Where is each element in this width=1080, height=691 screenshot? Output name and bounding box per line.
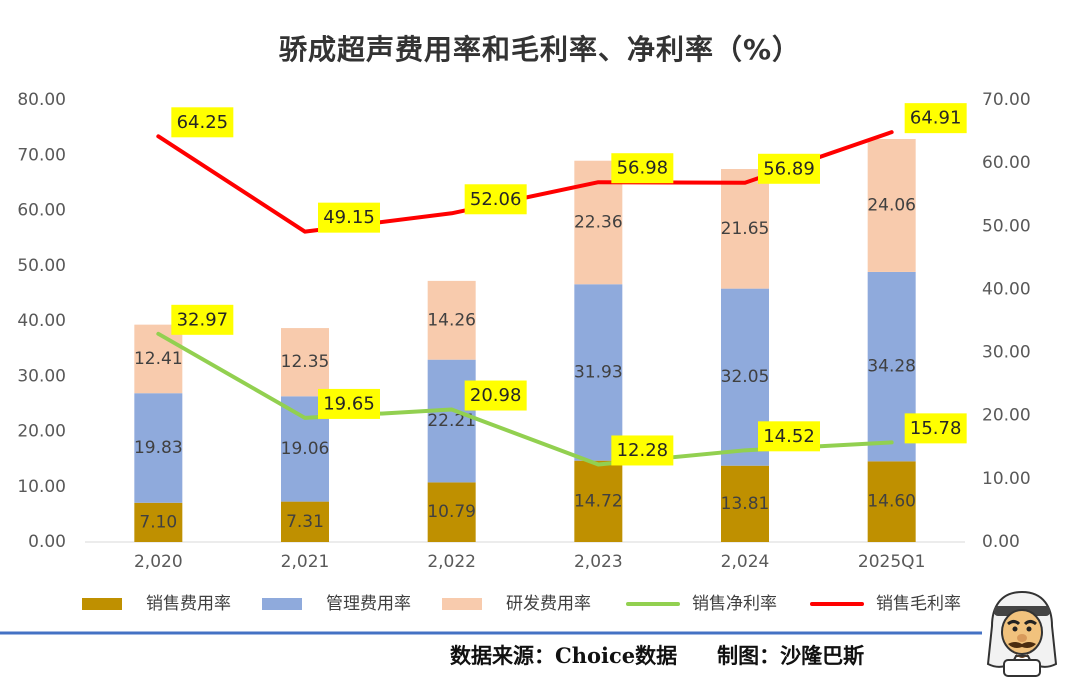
bar-data-label: 32.05	[721, 367, 770, 387]
legend-label: 销售净利率	[692, 594, 777, 614]
line-data-label-box	[904, 103, 967, 134]
bar-data-label: 21.65	[721, 219, 770, 239]
legend-label: 研发费用率	[506, 594, 591, 614]
cartoon-avatar-icon	[986, 590, 1058, 677]
data-source-text: 数据来源：Choice数据	[450, 643, 678, 668]
legend-label: 管理费用率	[326, 594, 411, 614]
footer: 数据来源：Choice数据 制图：沙隆巴斯	[450, 640, 864, 670]
line-data-label-box	[171, 107, 234, 138]
x-axis-tick-label: 2,022	[427, 552, 476, 572]
line-data-label: 32.97	[177, 309, 229, 330]
bar-segment	[427, 482, 476, 542]
bar-segment	[867, 461, 916, 542]
bar-segment	[867, 139, 916, 272]
line-data-label-box	[318, 388, 380, 419]
bar-segment	[134, 502, 183, 542]
bar-data-label: 22.36	[574, 212, 623, 232]
left-axis-tick-label: 80.00	[17, 90, 66, 110]
right-axis-tick-label: 10.00	[982, 469, 1031, 489]
x-axis-tick-label: 2,020	[134, 552, 183, 572]
legend-swatch	[442, 598, 482, 610]
line-data-label: 12.28	[617, 440, 669, 461]
bar-data-label: 19.83	[134, 438, 183, 458]
line-data-label-box	[611, 153, 674, 184]
x-axis-tick-label: 2025Q1	[858, 552, 925, 572]
left-axis-tick-label: 60.00	[17, 201, 66, 221]
right-axis-tick-label: 60.00	[982, 153, 1031, 173]
bar-segment	[427, 359, 476, 483]
bar-data-label: 13.81	[721, 494, 770, 514]
line-data-label: 14.52	[763, 426, 815, 447]
line-data-label: 20.98	[470, 385, 522, 406]
left-axis-tick-label: 40.00	[17, 311, 66, 331]
line-data-label: 15.78	[910, 418, 962, 439]
bar-segment	[427, 280, 476, 360]
credit-text: 制图：沙隆巴斯	[717, 643, 865, 668]
right-axis-tick-label: 70.00	[982, 90, 1031, 110]
line-data-label: 64.91	[910, 108, 962, 129]
line-data-label-box	[464, 380, 527, 411]
line-data-label-box	[611, 435, 674, 466]
right-axis-tick-label: 20.00	[982, 406, 1031, 426]
x-axis-tick-label: 2,021	[281, 552, 330, 572]
right-axis-tick-label: 40.00	[982, 279, 1031, 299]
legend-label: 销售毛利率	[876, 594, 961, 614]
bar-segment	[134, 393, 183, 503]
line-data-label: 56.89	[763, 158, 815, 179]
bar-segment	[721, 169, 769, 289]
bar-data-label: 7.31	[286, 512, 324, 532]
right-axis-tick-label: 50.00	[982, 216, 1031, 236]
bar-data-label: 34.28	[867, 357, 916, 377]
bar-data-label: 12.35	[281, 352, 330, 372]
left-axis-tick-label: 30.00	[17, 366, 66, 386]
bar-data-label: 31.93	[574, 362, 623, 382]
left-axis-tick-label: 20.00	[17, 422, 66, 442]
bar-segment	[721, 465, 769, 542]
x-axis-tick-label: 2,024	[721, 552, 770, 572]
line-data-label-box	[758, 153, 820, 184]
left-axis-tick-label: 0.00	[28, 532, 66, 552]
line-data-label: 56.98	[617, 158, 669, 179]
right-axis-tick-label: 0.00	[982, 532, 1020, 552]
legend-swatch	[82, 598, 122, 610]
line-data-label-box	[171, 304, 234, 335]
bar-segment	[281, 328, 329, 397]
legend-swatch	[262, 598, 302, 610]
x-axis-tick-label: 2,023	[574, 552, 623, 572]
bar-data-label: 14.26	[427, 310, 476, 330]
line-data-label-box	[904, 413, 967, 444]
line-data-label-box	[318, 202, 380, 233]
bar-segment	[574, 460, 623, 542]
bar-data-label: 19.06	[281, 439, 330, 459]
bar-data-label: 24.06	[867, 195, 916, 215]
line-data-label-box	[758, 421, 820, 452]
left-axis-tick-label: 50.00	[17, 256, 66, 276]
chart-title: 骄成超声费用率和毛利率、净利率（%）	[278, 33, 802, 66]
bar-data-label: 10.79	[427, 502, 476, 522]
legend-label: 销售费用率	[146, 594, 231, 614]
line-data-label: 49.15	[323, 207, 375, 228]
bar-segment	[574, 284, 623, 461]
bar-data-label: 14.72	[574, 491, 623, 511]
right-axis-tick-label: 30.00	[982, 343, 1031, 363]
line-data-label: 64.25	[177, 112, 229, 133]
bar-data-label: 12.41	[134, 349, 183, 369]
left-axis-tick-label: 70.00	[17, 145, 66, 165]
line-data-label: 19.65	[323, 393, 375, 414]
left-axis-tick-label: 10.00	[17, 477, 66, 497]
bar-data-label: 7.10	[139, 512, 177, 532]
bar-data-label: 14.60	[867, 492, 916, 512]
bar-segment	[281, 501, 329, 542]
line-data-label: 52.06	[470, 189, 522, 210]
line-data-label-box	[464, 184, 527, 215]
